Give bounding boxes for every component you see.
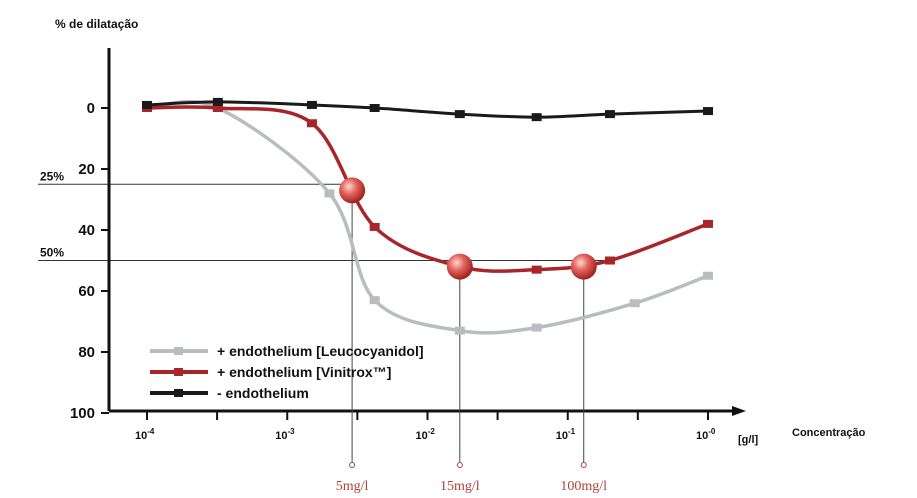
y-tick-label: 60 <box>78 283 95 300</box>
axes <box>101 48 746 420</box>
series-point <box>142 100 152 109</box>
series-point <box>212 97 223 106</box>
y-tick-label: 40 <box>78 222 95 239</box>
series-point <box>604 110 615 119</box>
y-tick-label: 100 <box>70 405 95 422</box>
series-point <box>629 299 640 308</box>
legend-swatch-marker <box>174 368 183 376</box>
annotation-label: 5mg/l <box>336 479 369 494</box>
series-point <box>531 113 542 122</box>
series-line <box>146 105 709 273</box>
annotation-drop-end <box>456 462 463 468</box>
series-point <box>531 265 542 274</box>
x-axis-title: Concentração <box>792 427 866 439</box>
series-group <box>142 97 713 335</box>
reference-label: 25% <box>40 169 64 183</box>
annotation-marker <box>446 253 473 280</box>
series-point <box>531 323 542 332</box>
series-point <box>369 222 380 231</box>
annotation-labels: 5mg/l 15mg/l 100mg/l <box>336 479 607 494</box>
annotation-label: 100mg/l <box>560 479 607 494</box>
series-point <box>324 189 335 198</box>
series-point <box>369 104 380 112</box>
y-tick-labels: 0 20 40 60 80 100 <box>70 100 95 422</box>
series-line <box>146 99 709 335</box>
y-tick-label: 80 <box>78 344 95 361</box>
y-axis-title: % de dilatação <box>55 17 138 31</box>
x-tick-label: 10-3 <box>275 427 295 442</box>
series-point <box>306 100 317 109</box>
legend-swatch-marker <box>174 347 183 355</box>
x-tick-label: 10-2 <box>416 427 436 442</box>
series-point <box>703 271 713 280</box>
annotation-marker <box>339 177 366 204</box>
legend-label: + endothelium [Leucocyanidol] <box>217 343 424 359</box>
series-point <box>369 296 380 305</box>
annotation-label: 15mg/l <box>440 479 480 494</box>
annotation-drop-end <box>580 462 587 468</box>
series-point <box>212 104 223 112</box>
annotation-marker <box>570 253 597 280</box>
annotation-drop-end <box>349 462 356 468</box>
series-point <box>454 110 465 119</box>
y-tick-label: 20 <box>78 161 95 178</box>
legend-swatch-marker <box>174 389 183 397</box>
x-tick-label: 10-4 <box>135 427 155 442</box>
x-tick-label: 10-0 <box>696 427 716 442</box>
x-axis-arrow <box>732 406 746 416</box>
series-point <box>306 119 317 128</box>
annotation-drop-lines <box>349 190 587 468</box>
legend: + endothelium [Leucocyanidol] + endotheli… <box>150 343 424 401</box>
x-tick-label: 10-1 <box>556 427 576 442</box>
reference-lines: 25% 50% <box>38 169 604 261</box>
reference-label: 50% <box>40 246 64 260</box>
legend-label: - endothelium <box>217 385 309 401</box>
series-point <box>703 219 713 228</box>
series-point <box>703 107 713 116</box>
series-point <box>604 256 615 265</box>
legend-label: + endothelium [Vinitrox™] <box>217 364 391 380</box>
y-tick-label: 0 <box>87 100 95 117</box>
series-point <box>454 326 465 335</box>
annotation-markers <box>339 177 597 280</box>
x-axis-unit: [g/l] <box>738 434 758 446</box>
x-tick-labels: 10-4 10-3 10-2 10-1 10-0 <box>135 427 716 442</box>
